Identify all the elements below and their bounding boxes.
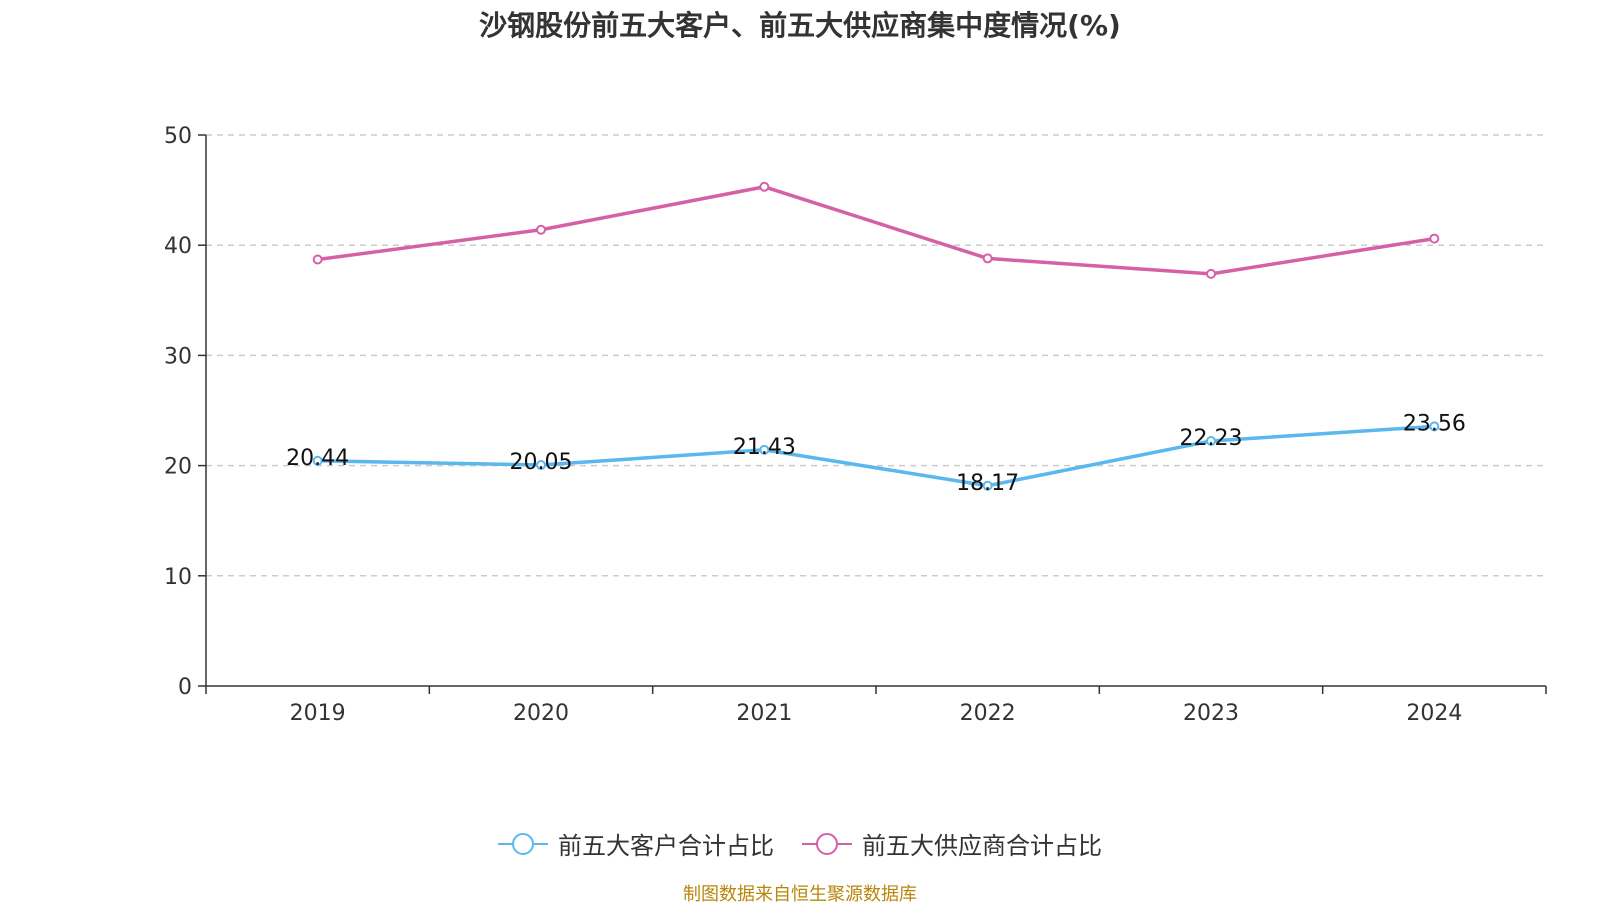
data-labels: 20.44 20.05 21.43 18.17 22.23 23.56 xyxy=(286,411,1466,495)
data-point-s1-2019[interactable] xyxy=(312,254,323,265)
x-tick-label-2023: 2023 xyxy=(1183,701,1239,726)
data-label-s0-2019: 20.44 xyxy=(286,446,349,471)
data-point-s0-2023[interactable] xyxy=(1206,436,1216,447)
series-line-1[interactable] xyxy=(317,185,1435,276)
y-tick-label-20: 20 xyxy=(164,455,192,480)
legend-suppliers-icon xyxy=(802,832,852,855)
data-point-s0-2021[interactable] xyxy=(759,444,770,455)
data-label-s0-2024: 23.56 xyxy=(1403,411,1466,436)
legend-item-suppliers[interactable]: 前五大供应商合计占比 xyxy=(802,826,1102,861)
series-line-0[interactable] xyxy=(317,424,1435,488)
data-point-s1-2024[interactable] xyxy=(1429,233,1440,244)
y-tick-label-30: 30 xyxy=(164,344,192,369)
data-label-s0-2022: 18.17 xyxy=(956,471,1019,496)
data-point-s1-2022[interactable] xyxy=(982,253,993,264)
x-tick-label-2020: 2020 xyxy=(513,701,569,726)
y-tick-label-50: 50 xyxy=(164,124,192,149)
data-label-s0-2020: 20.05 xyxy=(510,450,573,475)
axes: 0 10 20 30 40 50 2019 2020 2021 2022 2023 2024 xyxy=(164,124,1547,726)
data-label-s0-2021: 21.43 xyxy=(733,435,796,460)
y-tick-label-40: 40 xyxy=(164,234,192,259)
data-label-s0-2023: 22.23 xyxy=(1180,426,1243,451)
data-point-s0-2022[interactable] xyxy=(982,480,993,491)
data-point-s0-2019[interactable] xyxy=(312,455,323,466)
x-tick-label-2019: 2019 xyxy=(290,701,346,726)
data-point-s1-2021[interactable] xyxy=(759,181,770,192)
data-point-s0-2024[interactable] xyxy=(1429,421,1440,432)
source-note: 制图数据来自恒生聚源数据库 xyxy=(683,884,917,905)
series xyxy=(312,181,1440,491)
legend-customers-label: 前五大客户合计占比 xyxy=(558,832,774,860)
y-tick-label-0: 0 xyxy=(178,675,192,700)
data-point-s0-2020[interactable] xyxy=(536,460,546,471)
chart-title: 沙钢股份前五大客户、前五大供应商集中度情况(%) xyxy=(479,9,1121,42)
y-tick-label-10: 10 xyxy=(164,565,192,590)
legend-item-customers[interactable]: 前五大客户合计占比 xyxy=(498,826,774,861)
grid-lines xyxy=(206,134,1546,577)
legend-suppliers-label: 前五大供应商合计占比 xyxy=(862,832,1102,860)
x-tick-label-2021: 2021 xyxy=(736,701,792,726)
legend: 前五大客户合计占比 前五大供应商合计占比 xyxy=(0,826,1600,861)
data-point-s1-2020[interactable] xyxy=(536,224,546,235)
x-tick-label-2024: 2024 xyxy=(1406,701,1462,726)
legend-customers-icon xyxy=(498,832,548,855)
data-point-s1-2023[interactable] xyxy=(1206,268,1216,279)
x-tick-label-2022: 2022 xyxy=(960,701,1016,726)
